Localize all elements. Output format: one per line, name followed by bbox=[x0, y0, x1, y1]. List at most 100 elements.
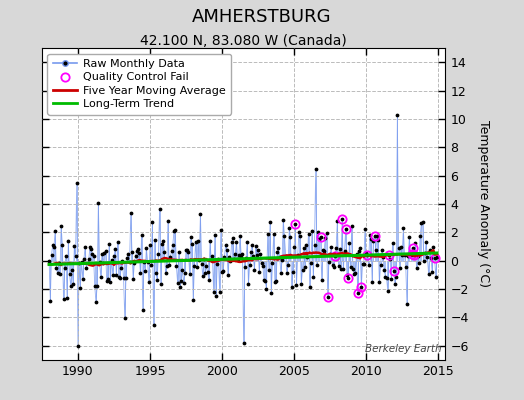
Point bbox=[243, 238, 252, 245]
Point bbox=[100, 249, 108, 256]
Point bbox=[202, 263, 211, 270]
Point bbox=[216, 227, 225, 234]
Text: AMHERSTBURG: AMHERSTBURG bbox=[192, 8, 332, 26]
Point bbox=[403, 301, 411, 307]
Point bbox=[206, 238, 214, 244]
Point bbox=[404, 253, 412, 259]
Point bbox=[401, 264, 410, 270]
Point bbox=[264, 231, 272, 238]
Legend: Raw Monthly Data, Quality Control Fail, Five Year Moving Average, Long-Term Tren: Raw Monthly Data, Quality Control Fail, … bbox=[48, 54, 231, 115]
Point bbox=[198, 261, 206, 267]
Point bbox=[185, 270, 194, 277]
Point bbox=[195, 257, 203, 263]
Point bbox=[62, 253, 70, 259]
Point bbox=[182, 247, 190, 253]
Point bbox=[110, 253, 118, 259]
Point bbox=[52, 265, 60, 271]
Point bbox=[224, 272, 232, 278]
Point bbox=[374, 237, 383, 244]
Point bbox=[424, 270, 433, 277]
Point bbox=[173, 280, 182, 286]
Point bbox=[81, 244, 89, 250]
Point bbox=[289, 269, 297, 276]
Point bbox=[313, 262, 321, 268]
Point bbox=[136, 270, 145, 276]
Point bbox=[50, 244, 58, 250]
Point bbox=[277, 270, 285, 276]
Point bbox=[68, 267, 76, 273]
Point bbox=[252, 243, 260, 249]
Point bbox=[78, 259, 86, 266]
Point bbox=[433, 254, 441, 260]
Point bbox=[210, 288, 218, 295]
Point bbox=[334, 262, 343, 269]
Point bbox=[178, 266, 187, 273]
Point bbox=[281, 253, 290, 259]
Point bbox=[333, 218, 342, 224]
Point bbox=[104, 276, 112, 282]
Point bbox=[293, 252, 302, 259]
Point bbox=[303, 254, 311, 260]
Point bbox=[174, 248, 183, 255]
Point bbox=[263, 286, 271, 292]
Point bbox=[274, 245, 282, 252]
Point bbox=[142, 245, 150, 251]
Point bbox=[359, 261, 368, 267]
Point bbox=[314, 229, 322, 236]
Point bbox=[51, 228, 59, 234]
Point bbox=[297, 280, 305, 287]
Point bbox=[92, 299, 100, 305]
Point bbox=[421, 250, 429, 256]
Point bbox=[259, 263, 267, 269]
Point bbox=[342, 226, 350, 232]
Point bbox=[391, 280, 399, 287]
Point bbox=[269, 231, 278, 237]
Point bbox=[267, 290, 276, 296]
Point bbox=[189, 296, 198, 303]
Point bbox=[397, 244, 405, 250]
Point bbox=[375, 279, 384, 286]
Point bbox=[116, 275, 124, 281]
Point bbox=[152, 270, 160, 276]
Point bbox=[280, 233, 289, 240]
Point bbox=[67, 282, 75, 289]
Point bbox=[323, 294, 332, 300]
Point bbox=[227, 239, 236, 246]
Point bbox=[222, 242, 230, 248]
Point bbox=[429, 244, 438, 250]
Point bbox=[369, 237, 377, 244]
Point bbox=[430, 254, 439, 261]
Point bbox=[338, 216, 346, 223]
Point bbox=[255, 268, 264, 275]
Point bbox=[308, 228, 316, 234]
Point bbox=[63, 295, 71, 302]
Point bbox=[284, 262, 292, 268]
Point bbox=[234, 256, 242, 263]
Point bbox=[291, 220, 300, 227]
Point bbox=[304, 230, 313, 237]
Point bbox=[98, 251, 106, 257]
Point bbox=[96, 274, 105, 280]
Point bbox=[147, 262, 156, 268]
Point bbox=[298, 266, 307, 273]
Point bbox=[75, 260, 83, 266]
Point bbox=[160, 248, 169, 255]
Point bbox=[213, 261, 222, 268]
Point bbox=[87, 246, 95, 252]
Point bbox=[235, 252, 243, 258]
Point bbox=[368, 278, 376, 285]
Point bbox=[117, 265, 125, 271]
Point bbox=[272, 278, 280, 284]
Point bbox=[49, 242, 57, 248]
Point bbox=[84, 256, 93, 262]
Point bbox=[350, 270, 358, 277]
Point bbox=[107, 256, 116, 263]
Point bbox=[385, 252, 393, 258]
Point bbox=[354, 290, 362, 297]
Point bbox=[125, 259, 134, 265]
Point bbox=[294, 229, 303, 236]
Point bbox=[356, 244, 364, 251]
Point bbox=[201, 270, 210, 276]
Point bbox=[191, 239, 200, 245]
Point bbox=[268, 260, 277, 266]
